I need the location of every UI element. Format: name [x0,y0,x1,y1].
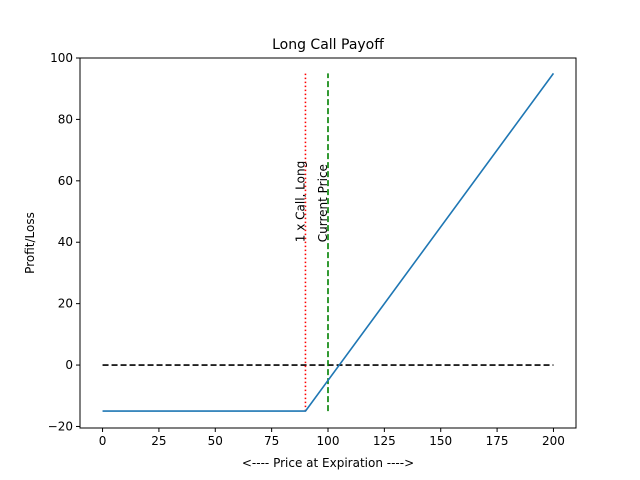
x-tick-label: 50 [208,434,223,448]
series-line-0 [102,72,555,412]
x-axis-label: <---- Price at Expiration ----> [242,456,414,470]
y-tick-label: 100 [50,51,73,65]
y-tick-label: 0 [65,358,73,372]
y-tick-label: 20 [58,297,73,311]
x-tick-label: 25 [151,434,166,448]
x-tick-label: 125 [373,434,396,448]
x-tick-label: 100 [317,434,340,448]
annotation-label: Current Price [316,164,330,242]
x-tick-label: 75 [264,434,279,448]
y-tick-label: 80 [58,112,73,126]
x-axis: 0 25 50 75 100 125 150 175 200 [99,428,565,448]
y-tick-label: 60 [58,174,73,188]
x-tick-label: 175 [486,434,509,448]
chart-title: Long Call Payoff [272,37,384,53]
x-tick-label: 150 [429,434,452,448]
y-tick-label: −20 [48,419,73,433]
plot-area: 1 x Call, Long Current Price [102,72,555,412]
annotation-label: 1 x Call, Long [293,161,307,242]
y-axis-label: Profit/Loss [23,212,37,274]
x-tick-label: 0 [99,434,107,448]
y-tick-label: 40 [58,235,73,249]
x-tick-label: 200 [542,434,565,448]
y-axis: −20 0 20 40 60 80 100 [48,51,80,433]
